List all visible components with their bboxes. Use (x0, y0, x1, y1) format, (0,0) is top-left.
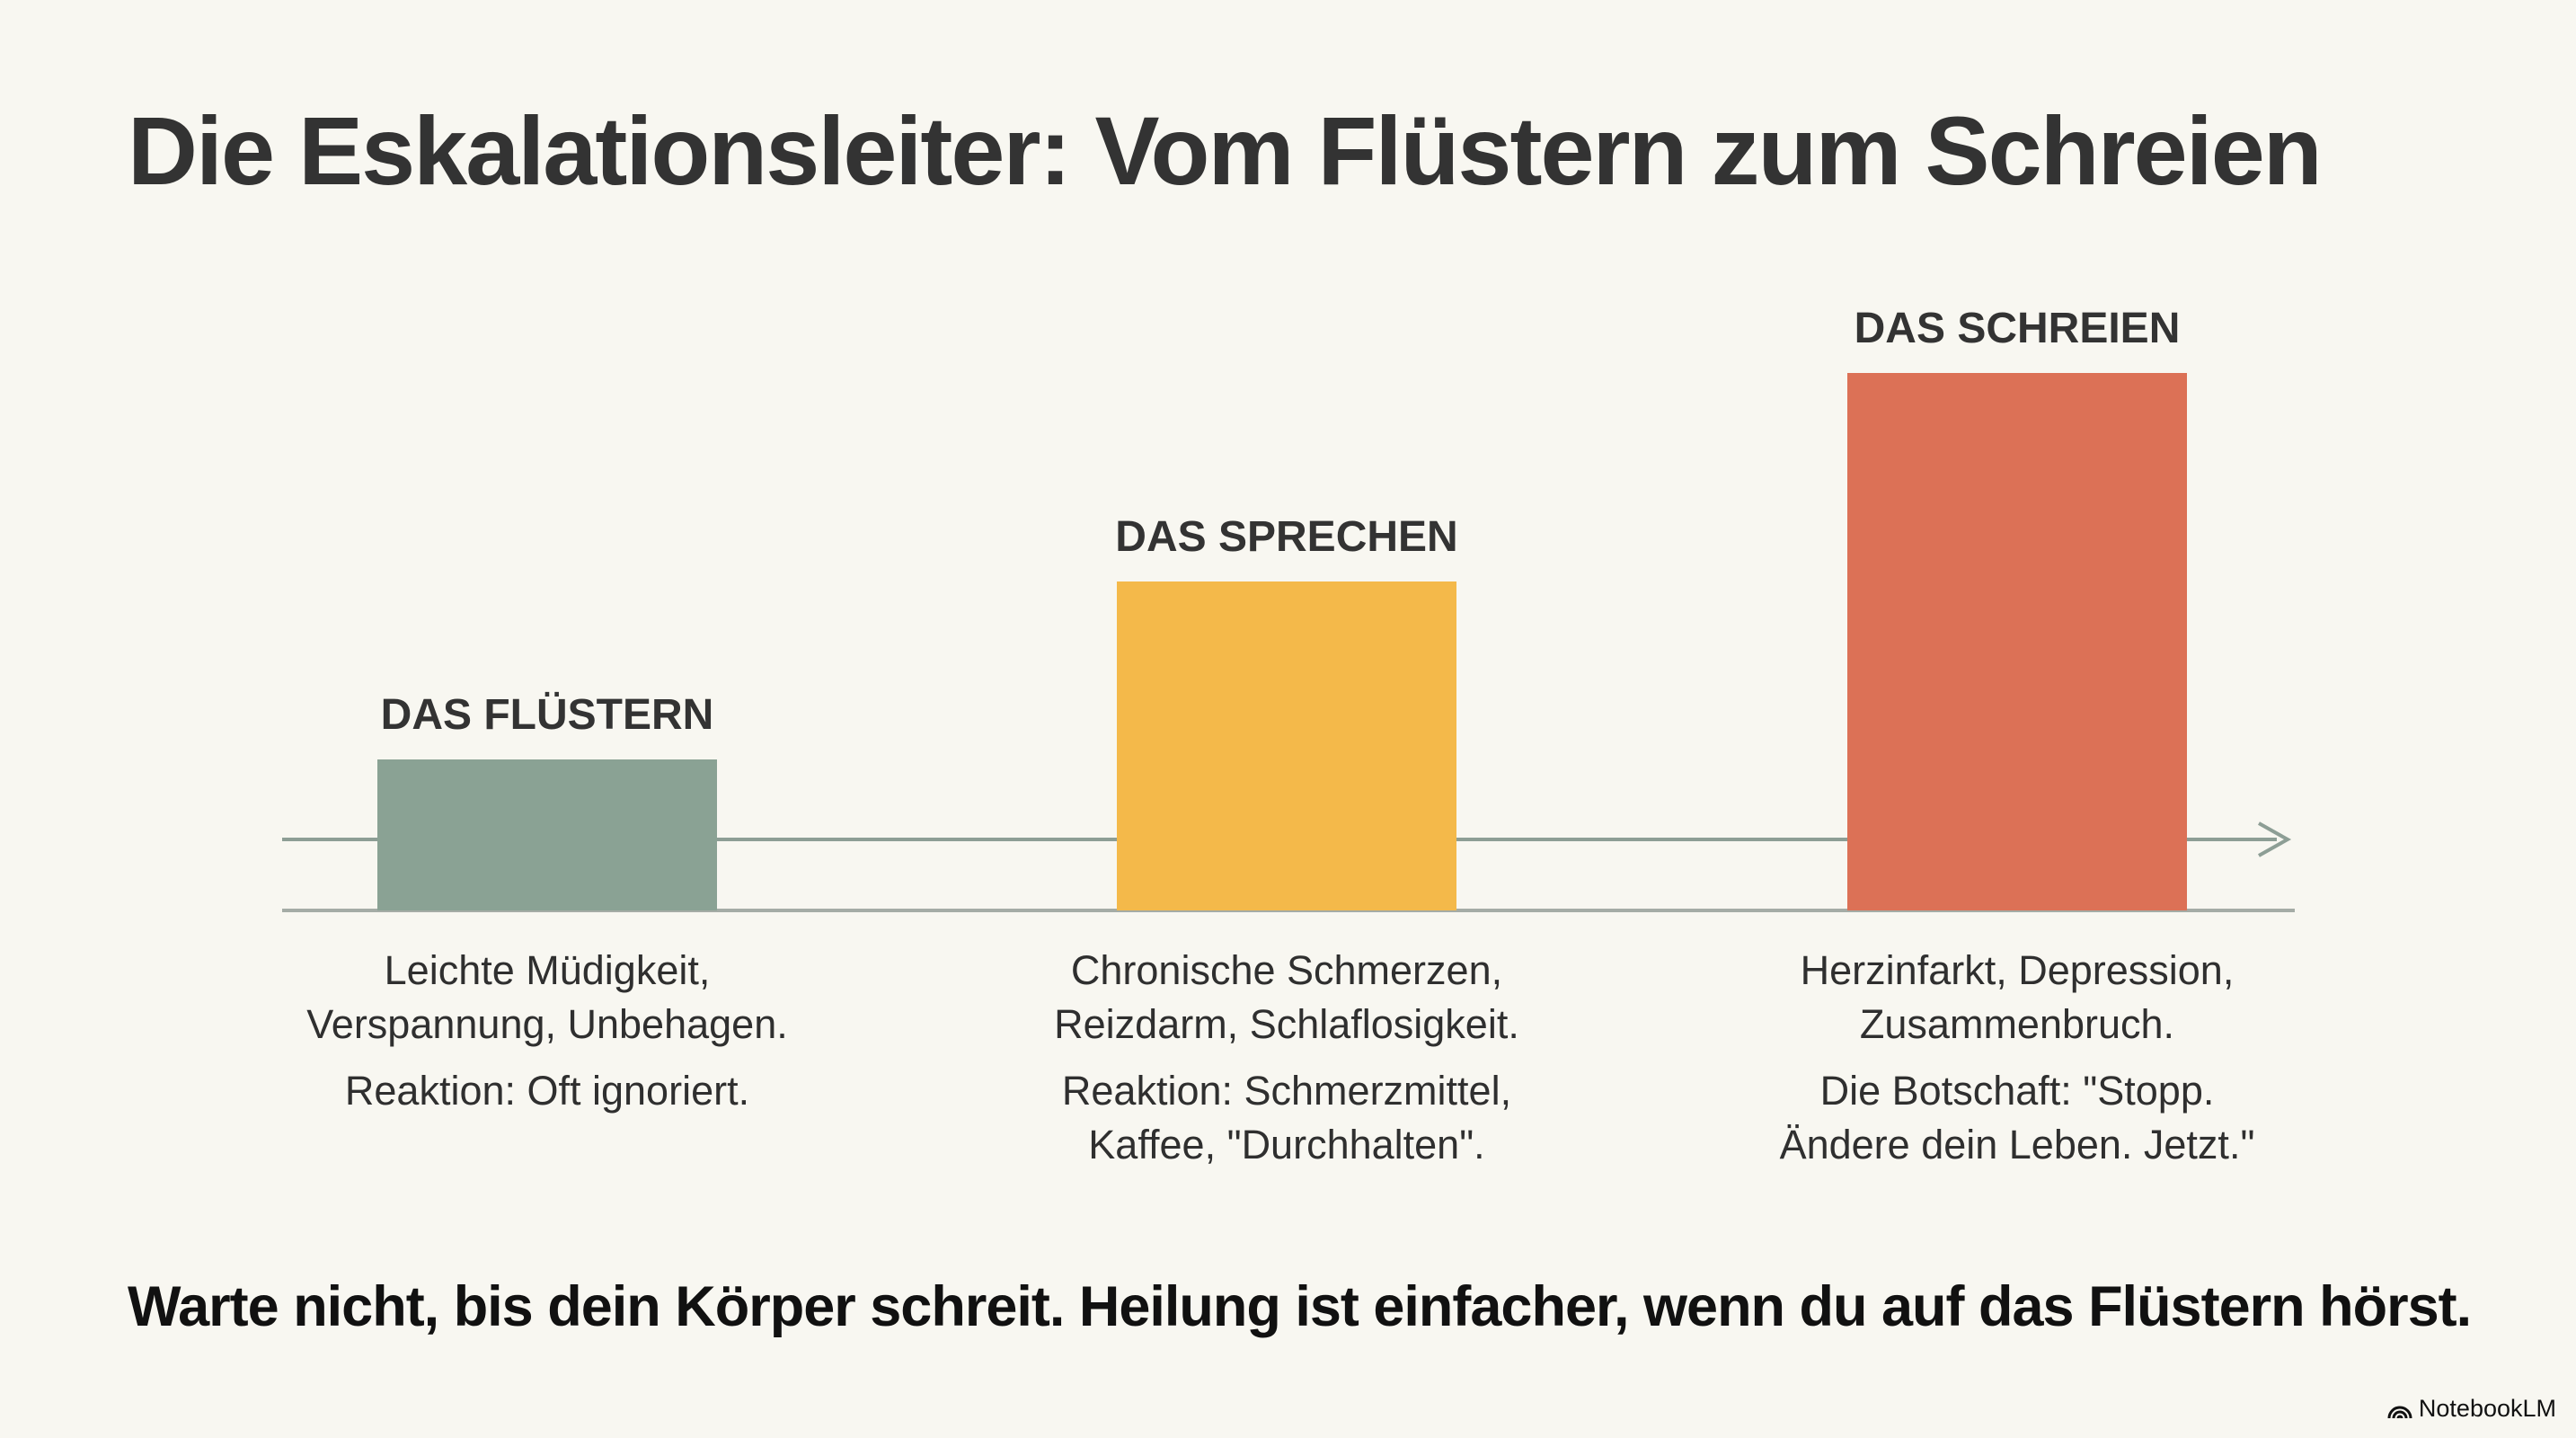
brand-logo: NotebookLM (2386, 1395, 2556, 1423)
symptom-line: Verspannung, Unbehagen. (306, 1001, 788, 1047)
stage-label-speak: DAS SPRECHEN (1115, 513, 1458, 561)
brand-name: NotebookLM (2418, 1395, 2556, 1422)
baseline (282, 909, 2295, 912)
stage-label-scream: DAS SCHREIEN (1854, 305, 2181, 352)
stage-description-scream: Herzinfarkt, Depression, Zusammenbruch. … (1658, 944, 2377, 1172)
arrow-right-icon (2258, 821, 2292, 857)
stage-label-whisper: DAS FLÜSTERN (380, 691, 714, 739)
bar-speak (1117, 581, 1456, 910)
page-title: Die Eskalationsleiter: Vom Flüstern zum … (128, 96, 2323, 205)
reaction-line: Die Botschaft: "Stopp. (1819, 1068, 2215, 1114)
symptom-line: Herzinfarkt, Depression, (1800, 947, 2235, 993)
notebooklm-logo-icon (2387, 1406, 2412, 1418)
symptom-line: Leichte Müdigkeit, (384, 947, 711, 993)
stage-description-speak: Chronische Schmerzen, Reizdarm, Schlaflo… (927, 944, 1646, 1172)
bar-scream (1847, 373, 2187, 910)
symptom-line: Chronische Schmerzen, (1070, 947, 1503, 993)
symptom-line: Zusammenbruch. (1859, 1001, 2175, 1047)
bottom-message: Warte nicht, bis dein Körper schreit. He… (128, 1275, 2472, 1338)
symptom-line: Reizdarm, Schlaflosigkeit. (1054, 1001, 1519, 1047)
reaction-line: Reaktion: Schmerzmittel, (1061, 1068, 1512, 1114)
reaction-line: Reaktion: Oft ignoriert. (344, 1068, 750, 1114)
bar-whisper (377, 759, 717, 910)
stage-description-whisper: Leichte Müdigkeit, Verspannung, Unbehage… (188, 944, 907, 1118)
reaction-line: Ändere dein Leben. Jetzt." (1779, 1122, 2255, 1167)
reaction-line: Kaffee, "Durchhalten". (1088, 1122, 1485, 1167)
